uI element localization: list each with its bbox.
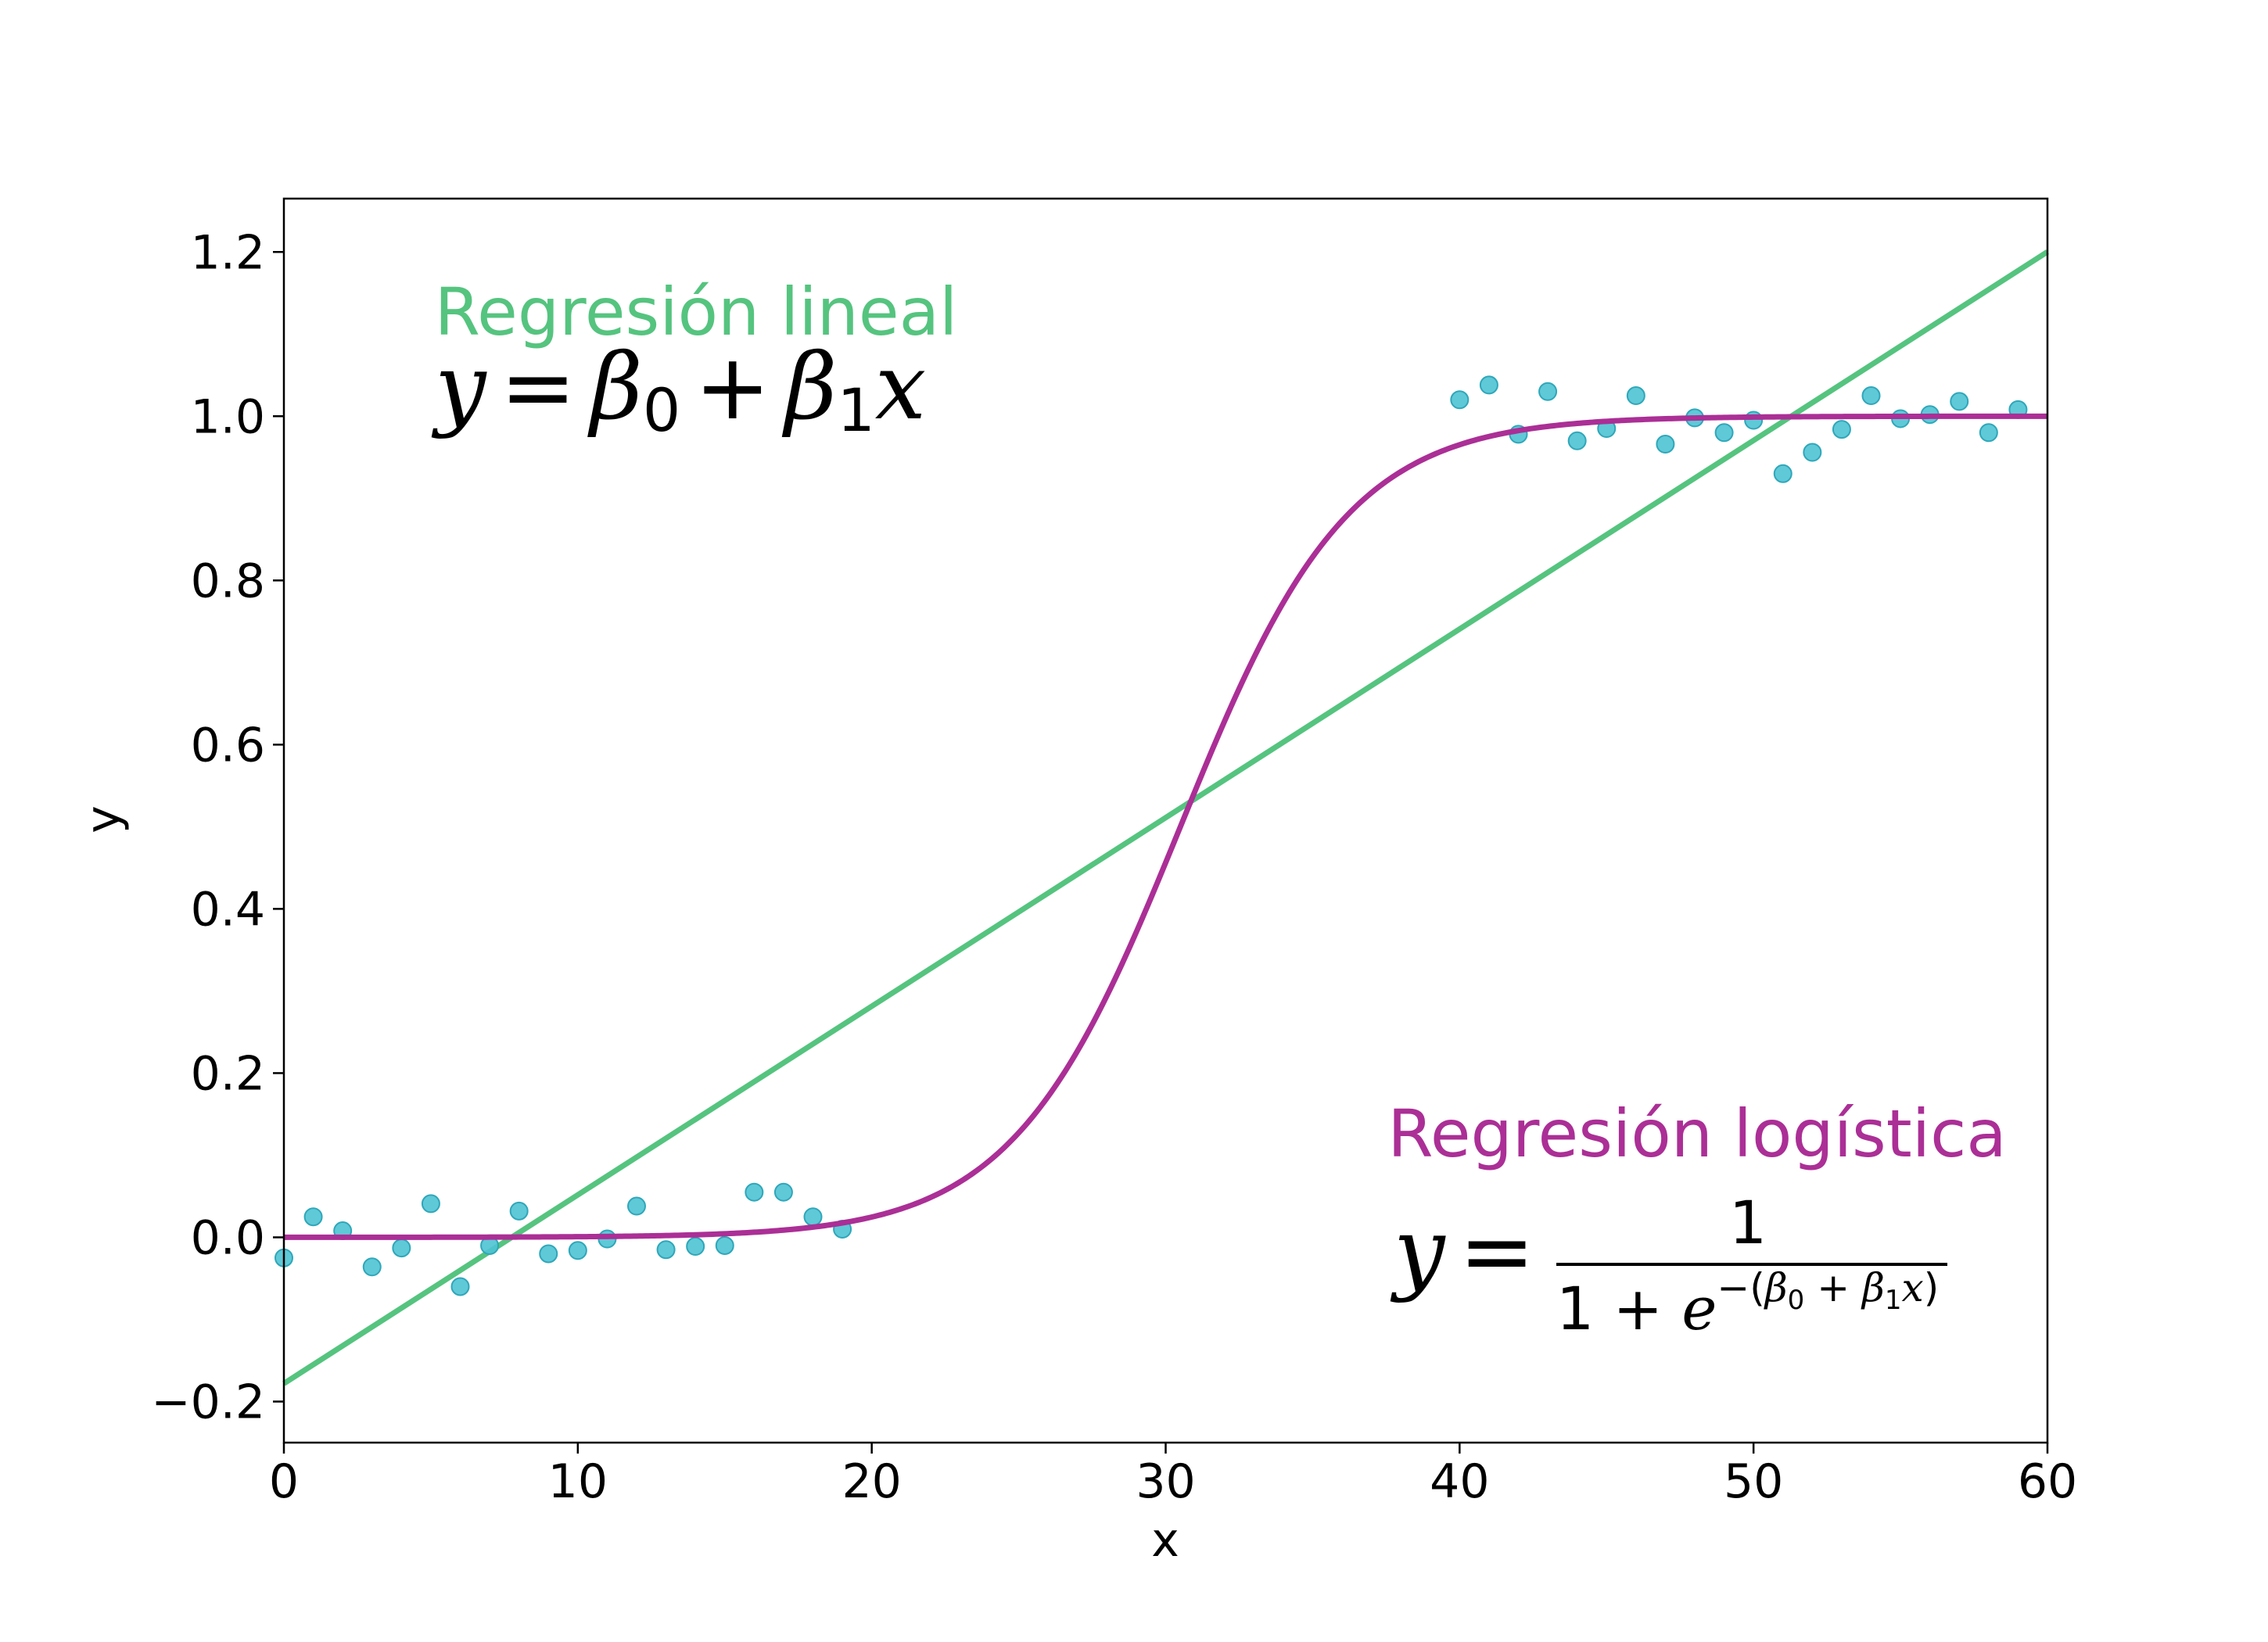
x-tick-label: 10 (548, 1454, 608, 1509)
x-axis-title: x (1151, 1513, 1179, 1568)
data-point (1567, 431, 1587, 450)
data-point (362, 1257, 382, 1277)
x-tick-label: 30 (1136, 1454, 1195, 1509)
data-point (392, 1239, 411, 1258)
linear-regression-title: Regresión lineal (435, 274, 958, 350)
logistic-regression-curve (284, 413, 2047, 1240)
data-point (1803, 443, 1822, 462)
data-point (773, 1182, 793, 1202)
data-point (421, 1194, 440, 1214)
y-tick-label: 0.0 (191, 1210, 265, 1265)
x-tick-label: 60 (2018, 1454, 2077, 1509)
data-point (1538, 382, 1558, 401)
data-point (803, 1207, 823, 1227)
data-point (450, 1277, 470, 1296)
x-tick-label: 20 (842, 1454, 901, 1509)
data-point (1479, 375, 1498, 395)
data-point (539, 1244, 558, 1264)
logistic-equation: y = 1 1 + e−(β0 + β1x) (1390, 1188, 1947, 1343)
data-point (686, 1237, 705, 1257)
data-point (1656, 434, 1675, 454)
svg-text:1: 1 (1729, 1188, 1767, 1257)
data-point (303, 1207, 323, 1227)
x-tick-label: 50 (1724, 1454, 1783, 1509)
linear-regression-line (282, 249, 2049, 1386)
svg-text:1 + e−(β0 + β1x): 1 + e−(β0 + β1x) (1556, 1265, 1939, 1343)
data-point (656, 1240, 676, 1260)
data-point (715, 1235, 734, 1255)
data-point (509, 1201, 529, 1221)
data-point (1714, 423, 1734, 443)
y-tick-label: 0.6 (191, 718, 265, 773)
plot-layer (275, 249, 2049, 1386)
x-tick-label: 0 (269, 1454, 299, 1509)
data-point (1861, 386, 1881, 406)
y-tick-label: 0.2 (191, 1046, 265, 1101)
data-point (745, 1182, 764, 1202)
y-axis-title: y (76, 805, 131, 834)
linear-equation: y = β0 + β1x (431, 335, 926, 445)
x-tick-label: 40 (1430, 1454, 1489, 1509)
y-tick-label: 0.4 (191, 882, 265, 937)
y-tick-label: 1.2 (191, 225, 265, 280)
logistic-regression-title: Regresión logística (1387, 1095, 2006, 1172)
data-point (1950, 392, 1969, 411)
y-tick-label: 1.0 (191, 389, 265, 444)
y-tick-label: −0.2 (151, 1375, 265, 1429)
svg-text:y=: y = (1390, 1199, 1535, 1304)
data-point (1773, 464, 1793, 483)
data-point (1979, 423, 1998, 443)
data-point (568, 1241, 587, 1260)
data-point (1832, 420, 1851, 439)
axis-layer: 0 10 20 30 40 50 60 −0.2 0.0 0.2 0.4 0.6 0.8 1.0 1.2 (151, 225, 2077, 1509)
y-tick-label: 0.8 (191, 554, 265, 608)
data-point (1626, 386, 1645, 406)
data-point (1744, 410, 1764, 430)
data-point (627, 1196, 646, 1216)
svg-text:y=β0+β1x: y = β0 + β1x (431, 335, 926, 445)
data-point (1450, 390, 1470, 410)
